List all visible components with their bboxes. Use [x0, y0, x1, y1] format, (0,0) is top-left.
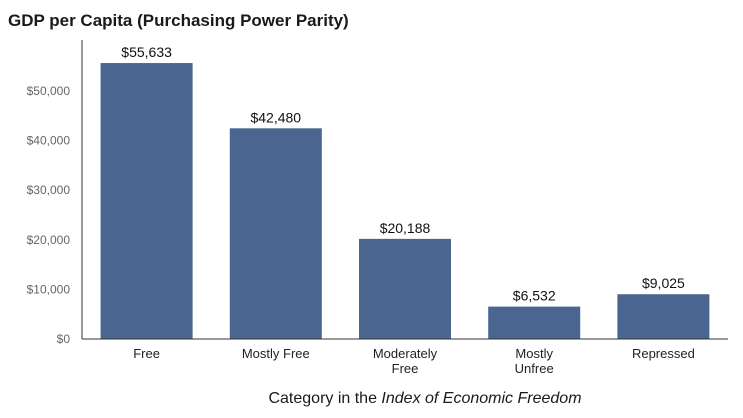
x-tick-label: Free: [133, 346, 160, 361]
bar-value-label: $42,480: [250, 109, 301, 125]
y-tick-label: $30,000: [27, 183, 71, 197]
y-tick-label: $20,000: [27, 233, 71, 247]
bar: [359, 238, 451, 339]
y-tick-label: $10,000: [27, 282, 71, 296]
y-tick-label: $40,000: [27, 134, 71, 148]
labels-layer: $0 $10,000 $20,000 $30,000 $40,000 $50,000 $55…: [27, 44, 695, 376]
bar-value-label: $20,188: [380, 220, 431, 236]
bar-value-label: $9,025: [642, 275, 685, 291]
bar: [488, 306, 581, 339]
bar-value-label: $55,633: [121, 44, 172, 60]
y-tick-label: $0: [57, 332, 71, 346]
bars-layer: [100, 63, 710, 340]
bar: [100, 63, 193, 340]
x-tick-label: Mostly Unfree: [515, 346, 554, 376]
x-tick-label: Repressed: [632, 346, 695, 361]
bar-value-label: $6,532: [513, 288, 556, 304]
x-tick-label: Mostly Free: [242, 346, 310, 361]
x-axis-label-prefix: Category in the: [268, 390, 381, 407]
x-axis-label-emphasis: Index of Economic Freedom: [381, 390, 581, 407]
axes-layer: [81, 40, 728, 340]
chart-title: GDP per Capita (Purchasing Power Parity): [8, 11, 349, 30]
x-tick-label: Moderately Free: [373, 346, 438, 376]
x-axis-label: Category in the Index of Economic Freedo…: [268, 390, 581, 407]
bar: [229, 128, 322, 339]
bar: [617, 294, 710, 339]
y-tick-label: $50,000: [27, 84, 71, 98]
